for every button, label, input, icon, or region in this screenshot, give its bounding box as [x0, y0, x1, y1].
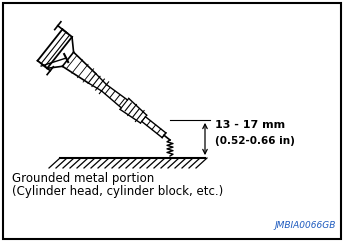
Text: JMBIA0066GB: JMBIA0066GB	[275, 221, 336, 230]
Text: (0.52-0.66 in): (0.52-0.66 in)	[215, 136, 295, 146]
Text: Grounded metal portion: Grounded metal portion	[12, 172, 154, 185]
Text: 13 - 17 mm: 13 - 17 mm	[215, 120, 285, 130]
Text: (Cylinder head, cylinder block, etc.): (Cylinder head, cylinder block, etc.)	[12, 185, 223, 198]
